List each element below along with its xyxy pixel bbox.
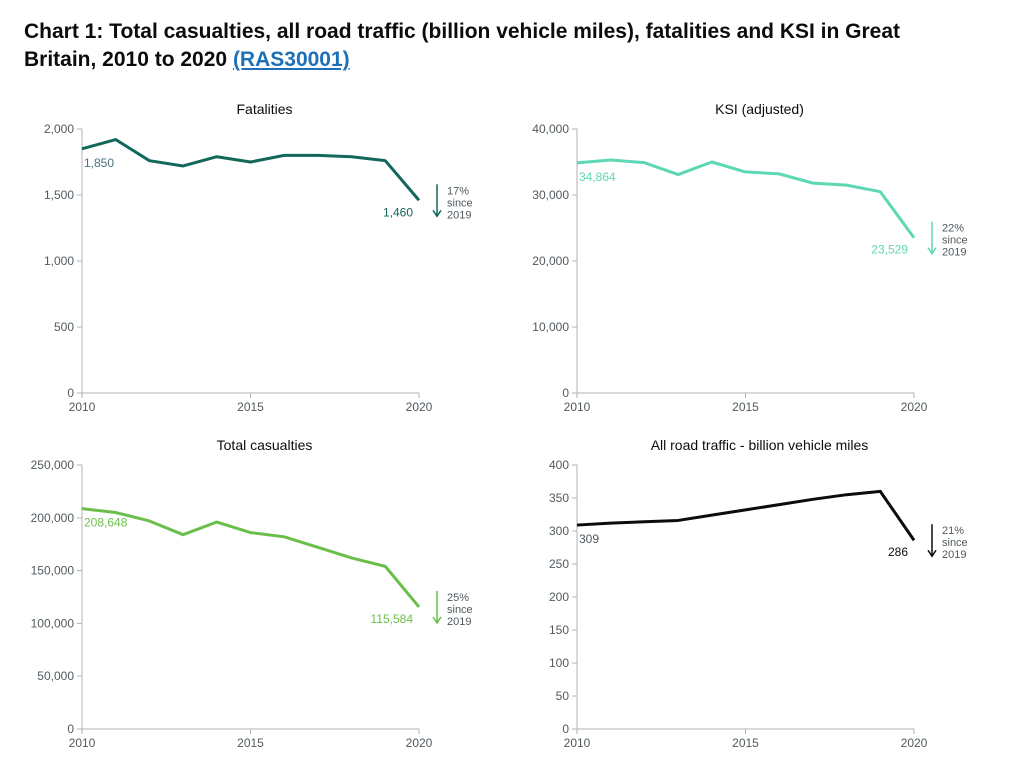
panel-title-total-casualties: Total casualties [24,437,505,453]
svg-text:309: 309 [579,532,599,546]
svg-text:0: 0 [67,386,74,400]
start-label: 34,864 [579,170,616,184]
svg-text:since: since [447,197,473,209]
svg-text:400: 400 [549,458,569,472]
svg-text:250,000: 250,000 [31,458,75,472]
svg-text:2019: 2019 [447,616,471,628]
start-label: 1,850 [84,155,114,169]
svg-text:2019: 2019 [447,209,471,221]
panel-fatalities: Fatalities 0 500 1,000 1,500 2,000 2010 2015 20… [24,101,505,421]
svg-text:150: 150 [549,623,569,637]
end-label: 286 [888,545,908,559]
start-label: 309 [579,532,599,546]
svg-text:23,529: 23,529 [871,242,908,256]
svg-text:1,500: 1,500 [44,188,74,202]
svg-text:2015: 2015 [732,736,759,750]
start-label: 208,648 [84,515,128,529]
svg-text:200: 200 [549,590,569,604]
end-label: 1,460 [383,205,413,219]
svg-text:1,000: 1,000 [44,254,74,268]
chart-total-casualties: 0 50,000 100,000 150,000 200,000 250,000 2010 2… [24,455,505,757]
svg-text:50: 50 [556,689,570,703]
svg-text:1,850: 1,850 [84,155,114,169]
svg-text:50,000: 50,000 [37,669,74,683]
change-stat: 17%since2019 [433,184,473,221]
chart-title: Chart 1: Total casualties, all road traf… [24,18,964,75]
svg-text:25%: 25% [447,592,469,604]
svg-text:2019: 2019 [942,246,966,258]
svg-text:286: 286 [888,545,908,559]
svg-text:40,000: 40,000 [532,122,569,136]
svg-text:2020: 2020 [901,736,928,750]
svg-text:2010: 2010 [69,736,96,750]
change-stat: 22%since2019 [928,221,968,258]
svg-text:2015: 2015 [237,400,264,414]
chart-traffic: 0 50 100 150 200 250 300 350 400 2010 2015 2020 309 2… [519,455,1000,757]
svg-text:0: 0 [67,722,74,736]
svg-text:300: 300 [549,524,569,538]
svg-text:250: 250 [549,557,569,571]
svg-text:since: since [942,234,968,246]
svg-text:10,000: 10,000 [532,320,569,334]
svg-text:1,460: 1,460 [383,205,413,219]
chart-grid: Fatalities 05001,0001,5002,0002010201520… [24,101,1000,757]
panel-title-ksi: KSI (adjusted) [519,101,1000,117]
svg-text:since: since [447,604,473,616]
panel-total-casualties: Total casualties 0 50,000 100,000 150,000 20… [24,437,505,757]
svg-text:500: 500 [54,320,74,334]
svg-text:100,000: 100,000 [31,616,75,630]
svg-text:2015: 2015 [237,736,264,750]
svg-text:20,000: 20,000 [532,254,569,268]
series-line [82,508,419,606]
end-label: 115,584 [371,612,414,626]
chart-ksi: 0 10,000 20,000 30,000 40,000 2010 2015 2020 34,… [519,119,1000,421]
svg-text:0: 0 [562,386,569,400]
svg-text:since: since [942,537,968,549]
svg-text:2020: 2020 [406,400,433,414]
svg-text:100: 100 [549,656,569,670]
svg-text:2010: 2010 [564,736,591,750]
chart-source-link[interactable]: (RAS30001) [233,48,350,71]
series-line [82,139,419,200]
svg-text:115,584: 115,584 [371,612,414,626]
svg-text:150,000: 150,000 [31,563,75,577]
panel-traffic: All road traffic - billion vehicle miles… [519,437,1000,757]
end-label: 23,529 [871,242,908,256]
change-stat: 21%since2019 [928,524,968,561]
chart-fatalities: 0 500 1,000 1,500 2,000 2010 2015 2020 1,850 1,46… [24,119,505,421]
svg-text:2015: 2015 [732,400,759,414]
svg-text:2010: 2010 [564,400,591,414]
series-line [577,491,914,540]
series-line [577,160,914,238]
svg-text:17%: 17% [447,185,469,197]
svg-text:200,000: 200,000 [31,510,75,524]
svg-text:2020: 2020 [901,400,928,414]
svg-text:2010: 2010 [69,400,96,414]
panel-ksi: KSI (adjusted) 0 10,000 20,000 30,000 40,000… [519,101,1000,421]
svg-text:2019: 2019 [942,549,966,561]
panel-title-fatalities: Fatalities [24,101,505,117]
chart-title-text: Chart 1: Total casualties, all road traf… [24,20,900,71]
svg-text:208,648: 208,648 [84,515,128,529]
svg-text:21%: 21% [942,525,964,537]
svg-text:350: 350 [549,491,569,505]
panel-title-traffic: All road traffic - billion vehicle miles [519,437,1000,453]
svg-text:30,000: 30,000 [532,188,569,202]
svg-text:22%: 22% [942,222,964,234]
change-stat: 25%since2019 [433,591,473,628]
svg-text:34,864: 34,864 [579,170,616,184]
svg-text:0: 0 [562,722,569,736]
svg-text:2,000: 2,000 [44,122,74,136]
svg-text:2020: 2020 [406,736,433,750]
